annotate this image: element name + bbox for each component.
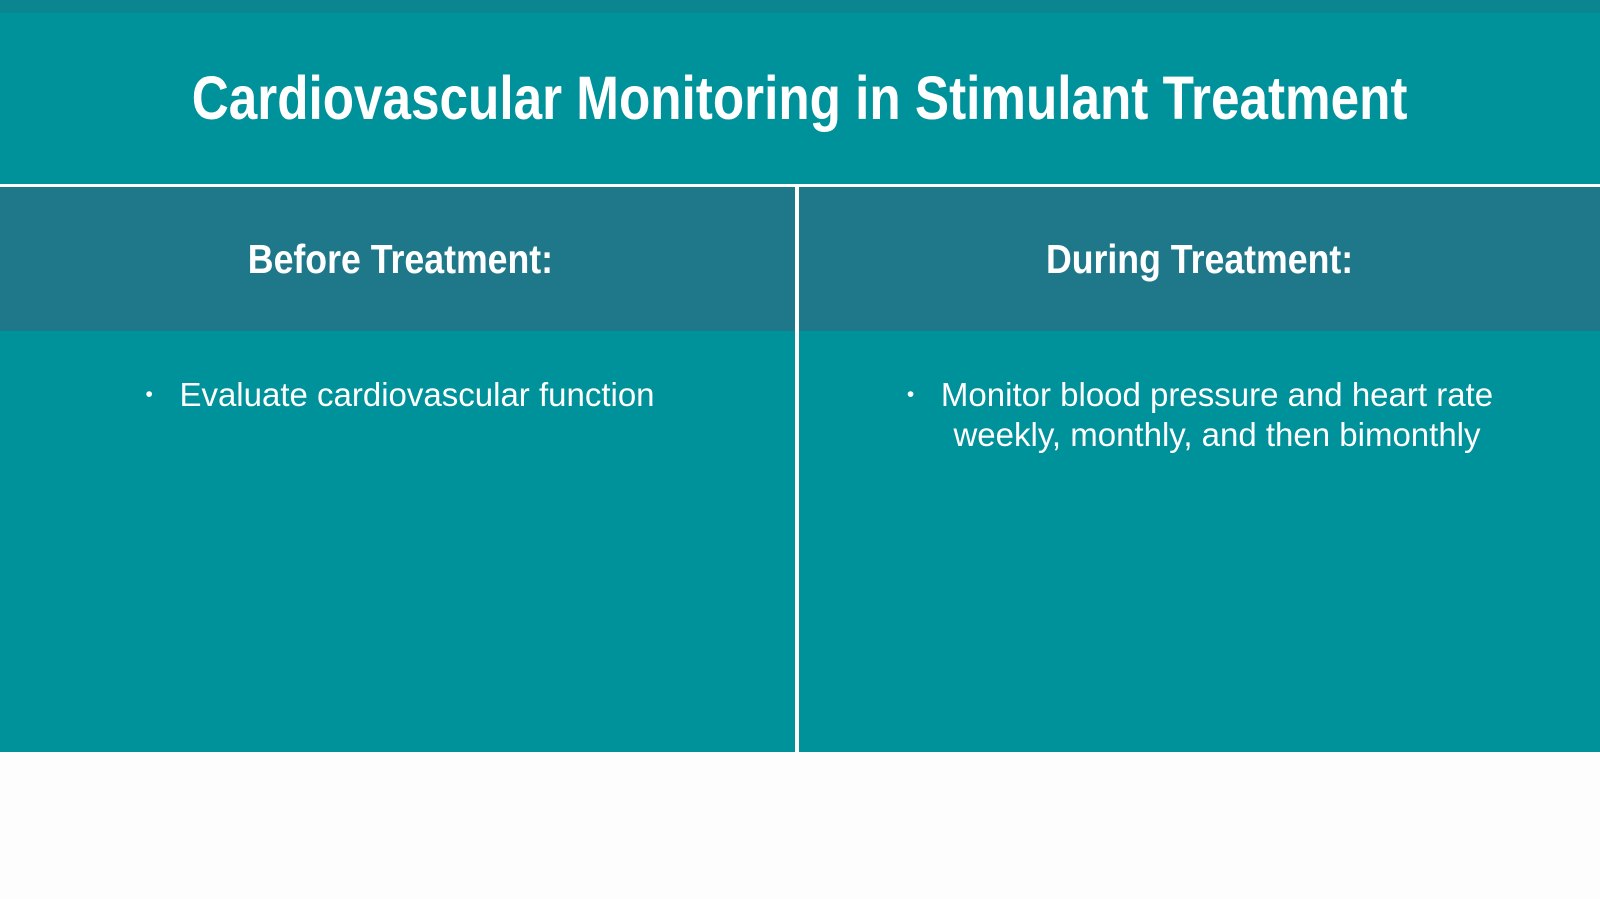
column-header-before: Before Treatment:: [0, 187, 800, 331]
column-divider-line: [795, 187, 799, 752]
column-header-before-label: Before Treatment:: [247, 236, 553, 282]
bullet-text: Evaluate cardiovascular function: [179, 376, 655, 413]
column-header-band: Before Treatment: During Treatment:: [0, 187, 1600, 331]
footer: -Habel, L. A., Cooper, W. O., Sox, C. M.…: [0, 752, 1600, 899]
slide-title: Cardiovascular Monitoring in Stimulant T…: [192, 64, 1408, 132]
columns-body: • Evaluate cardiovascular function • Monit…: [0, 331, 1600, 752]
bullet-item: • Monitor blood pressure and heart rate we…: [800, 375, 1600, 455]
bullet-dot-icon: •: [145, 383, 153, 406]
slide-canvas: Cardiovascular Monitoring in Stimulant T…: [0, 0, 1600, 752]
column-during-bullets: • Monitor blood pressure and heart rate we…: [800, 331, 1600, 752]
bullet-item: • Evaluate cardiovascular function: [0, 375, 800, 415]
column-header-during-label: During Treatment:: [1046, 236, 1354, 282]
column-before-bullets: • Evaluate cardiovascular function: [0, 331, 800, 752]
header-divider-line: [0, 184, 1600, 187]
column-header-during: During Treatment:: [800, 187, 1600, 331]
top-edge-strip: [0, 0, 1600, 13]
bullet-text: Monitor blood pressure and heart rate wee…: [940, 376, 1494, 453]
title-bar: Cardiovascular Monitoring in Stimulant T…: [0, 60, 1600, 136]
bullet-dot-icon: •: [906, 383, 915, 406]
